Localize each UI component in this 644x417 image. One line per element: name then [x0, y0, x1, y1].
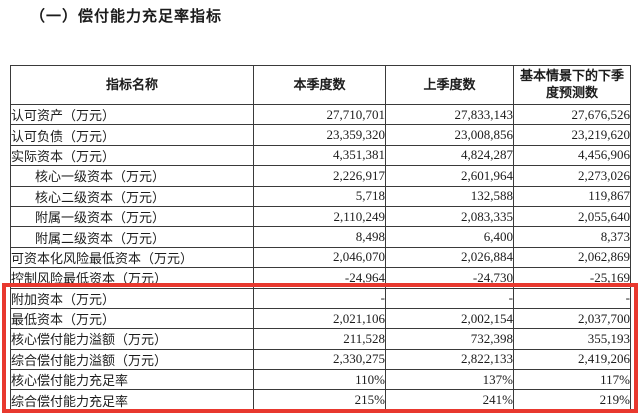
indicator-name-cell: 认可负债（万元） [10, 124, 254, 146]
table-row: 附加资本（万元） - - - [10, 287, 631, 309]
indicator-name-cell: 附属一级资本（万元） [10, 205, 254, 228]
table-row: 核心一级资本（万元） 2,226,917 2,601,964 2,273,026 [10, 165, 631, 187]
table-row: 认可负债（万元） 23,359,320 23,008,856 23,219,620 [10, 124, 631, 146]
previous-quarter-cell: 4,824,287 [385, 144, 514, 167]
table-row: 核心偿付能力溢额（万元） 211,528 732,398 355,193 [10, 328, 631, 350]
table-row: 核心二级资本（万元） 5,718 132,588 119,867 [10, 185, 631, 207]
current-quarter-cell: 110% [253, 369, 386, 391]
indicator-name-cell: 可资本化风险最低资本（万元） [10, 246, 254, 269]
forecast-next-quarter-cell: -25,169 [513, 267, 631, 289]
current-quarter-cell: 2,226,917 [253, 165, 386, 187]
forecast-next-quarter-cell: 2,037,700 [513, 307, 631, 330]
indicator-name-cell: 核心偿付能力充足率 [10, 369, 254, 391]
indicator-name-cell: 实际资本（万元） [10, 144, 254, 167]
table-row: 核心偿付能力充足率 110% 137% 117% [10, 369, 631, 391]
previous-quarter-cell: 2,002,154 [385, 307, 514, 330]
forecast-next-quarter-cell: - [513, 287, 631, 309]
solvency-adequacy-table: 指标名称 本季度数 上季度数 基本情景下的下季度预测数 认可资产（万元） 27,7… [10, 65, 631, 411]
column-header-forecast-next-quarter: 基本情景下的下季度预测数 [513, 65, 631, 105]
current-quarter-cell: 2,330,275 [253, 348, 386, 371]
section-title: （一）偿付能力充足率指标 [30, 9, 223, 25]
forecast-next-quarter-cell: 4,456,906 [513, 144, 631, 167]
current-quarter-cell: 5,718 [253, 185, 386, 207]
forecast-next-quarter-cell: 2,273,026 [513, 165, 631, 187]
previous-quarter-cell: - [385, 287, 514, 309]
table-row: 最低资本（万元） 2,021,106 2,002,154 2,037,700 [10, 307, 631, 330]
forecast-next-quarter-cell: 2,419,206 [513, 348, 631, 371]
column-header-current-quarter: 本季度数 [253, 65, 386, 105]
current-quarter-cell: 215% [253, 389, 386, 411]
forecast-next-quarter-cell: 23,219,620 [513, 124, 631, 146]
previous-quarter-cell: -24,730 [385, 267, 514, 289]
current-quarter-cell: 27,710,701 [253, 103, 386, 126]
forecast-next-quarter-cell: 219% [513, 389, 631, 411]
table-row: 实际资本（万元） 4,351,381 4,824,287 4,456,906 [10, 144, 631, 167]
indicator-name-cell: 控制风险最低资本（万元） [10, 267, 254, 289]
indicator-name-cell: 认可资产（万元） [10, 103, 254, 126]
previous-quarter-cell: 2,601,964 [385, 165, 514, 187]
current-quarter-cell: 211,528 [253, 328, 386, 350]
column-header-previous-quarter: 上季度数 [385, 65, 514, 105]
current-quarter-cell: 2,021,106 [253, 307, 386, 330]
current-quarter-cell: 23,359,320 [253, 124, 386, 146]
table-row: 认可资产（万元） 27,710,701 27,833,143 27,676,526 [10, 103, 631, 126]
indicator-name-cell: 综合偿付能力溢额（万元） [10, 348, 254, 371]
forecast-next-quarter-cell: 2,062,869 [513, 246, 631, 269]
current-quarter-cell: 2,046,070 [253, 246, 386, 269]
previous-quarter-cell: 137% [385, 369, 514, 391]
current-quarter-cell: 2,110,249 [253, 205, 386, 228]
indicator-name-cell: 核心一级资本（万元） [10, 165, 254, 187]
previous-quarter-cell: 23,008,856 [385, 124, 514, 146]
forecast-next-quarter-cell: 355,193 [513, 328, 631, 350]
forecast-next-quarter-cell: 2,055,640 [513, 205, 631, 228]
current-quarter-cell: -24,964 [253, 267, 386, 289]
table-row: 综合偿付能力溢额（万元） 2,330,275 2,822,133 2,419,206 [10, 348, 631, 371]
previous-quarter-cell: 2,822,133 [385, 348, 514, 371]
indicator-name-cell: 综合偿付能力充足率 [10, 389, 254, 411]
previous-quarter-cell: 2,026,884 [385, 246, 514, 269]
previous-quarter-cell: 132,588 [385, 185, 514, 207]
previous-quarter-cell: 2,083,335 [385, 205, 514, 228]
table-row: 附属一级资本（万元） 2,110,249 2,083,335 2,055,640 [10, 205, 631, 228]
previous-quarter-cell: 27,833,143 [385, 103, 514, 126]
previous-quarter-cell: 732,398 [385, 328, 514, 350]
current-quarter-cell: - [253, 287, 386, 309]
forecast-next-quarter-cell: 8,373 [513, 226, 631, 248]
indicator-name-cell: 附加资本（万元） [10, 287, 254, 309]
table-row: 控制风险最低资本（万元） -24,964 -24,730 -25,169 [10, 267, 631, 289]
table-row: 附属二级资本（万元） 8,498 6,400 8,373 [10, 226, 631, 248]
table-row: 综合偿付能力充足率 215% 241% 219% [10, 389, 631, 411]
indicator-name-cell: 核心二级资本（万元） [10, 185, 254, 207]
table-header-row: 指标名称 本季度数 上季度数 基本情景下的下季度预测数 [10, 65, 631, 105]
current-quarter-cell: 8,498 [253, 226, 386, 248]
forecast-next-quarter-cell: 27,676,526 [513, 103, 631, 126]
table-row: 可资本化风险最低资本（万元） 2,046,070 2,026,884 2,062,86… [10, 246, 631, 269]
previous-quarter-cell: 241% [385, 389, 514, 411]
current-quarter-cell: 4,351,381 [253, 144, 386, 167]
indicator-name-cell: 最低资本（万元） [10, 307, 254, 330]
previous-quarter-cell: 6,400 [385, 226, 514, 248]
forecast-next-quarter-cell: 117% [513, 369, 631, 391]
indicator-name-cell: 核心偿付能力溢额（万元） [10, 328, 254, 350]
forecast-next-quarter-cell: 119,867 [513, 185, 631, 207]
indicator-name-cell: 附属二级资本（万元） [10, 226, 254, 248]
column-header-indicator-name: 指标名称 [10, 65, 254, 105]
